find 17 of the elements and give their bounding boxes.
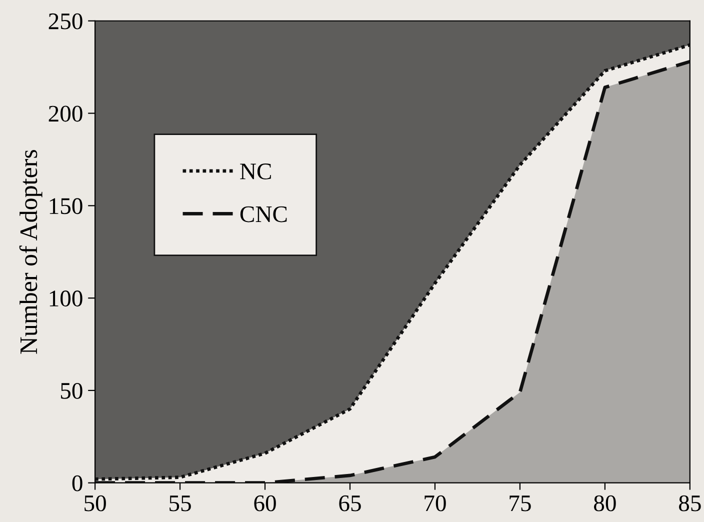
- x-tick-label: 65: [339, 495, 361, 512]
- x-tick-label: 80: [594, 495, 616, 512]
- x-tick-label: 85: [679, 495, 701, 512]
- y-axis-title: Number of Adopters: [19, 150, 42, 354]
- y-tick-label: 0: [72, 475, 82, 492]
- y-tick-label: 200: [48, 106, 82, 122]
- legend-label: CNC: [240, 206, 287, 222]
- x-tick-label: 60: [254, 495, 276, 512]
- x-tick-label: 55: [170, 496, 191, 512]
- y-tick-label: 150: [50, 198, 82, 214]
- x-tick-label: 70: [424, 495, 446, 512]
- y-tick-label: 50: [60, 382, 82, 399]
- y-tick-label: 100: [50, 290, 82, 306]
- legend-label: NC: [240, 164, 271, 180]
- x-tick-label: 75: [510, 496, 531, 512]
- y-tick-label: 250: [48, 13, 82, 30]
- x-tick-label: 50: [84, 495, 106, 512]
